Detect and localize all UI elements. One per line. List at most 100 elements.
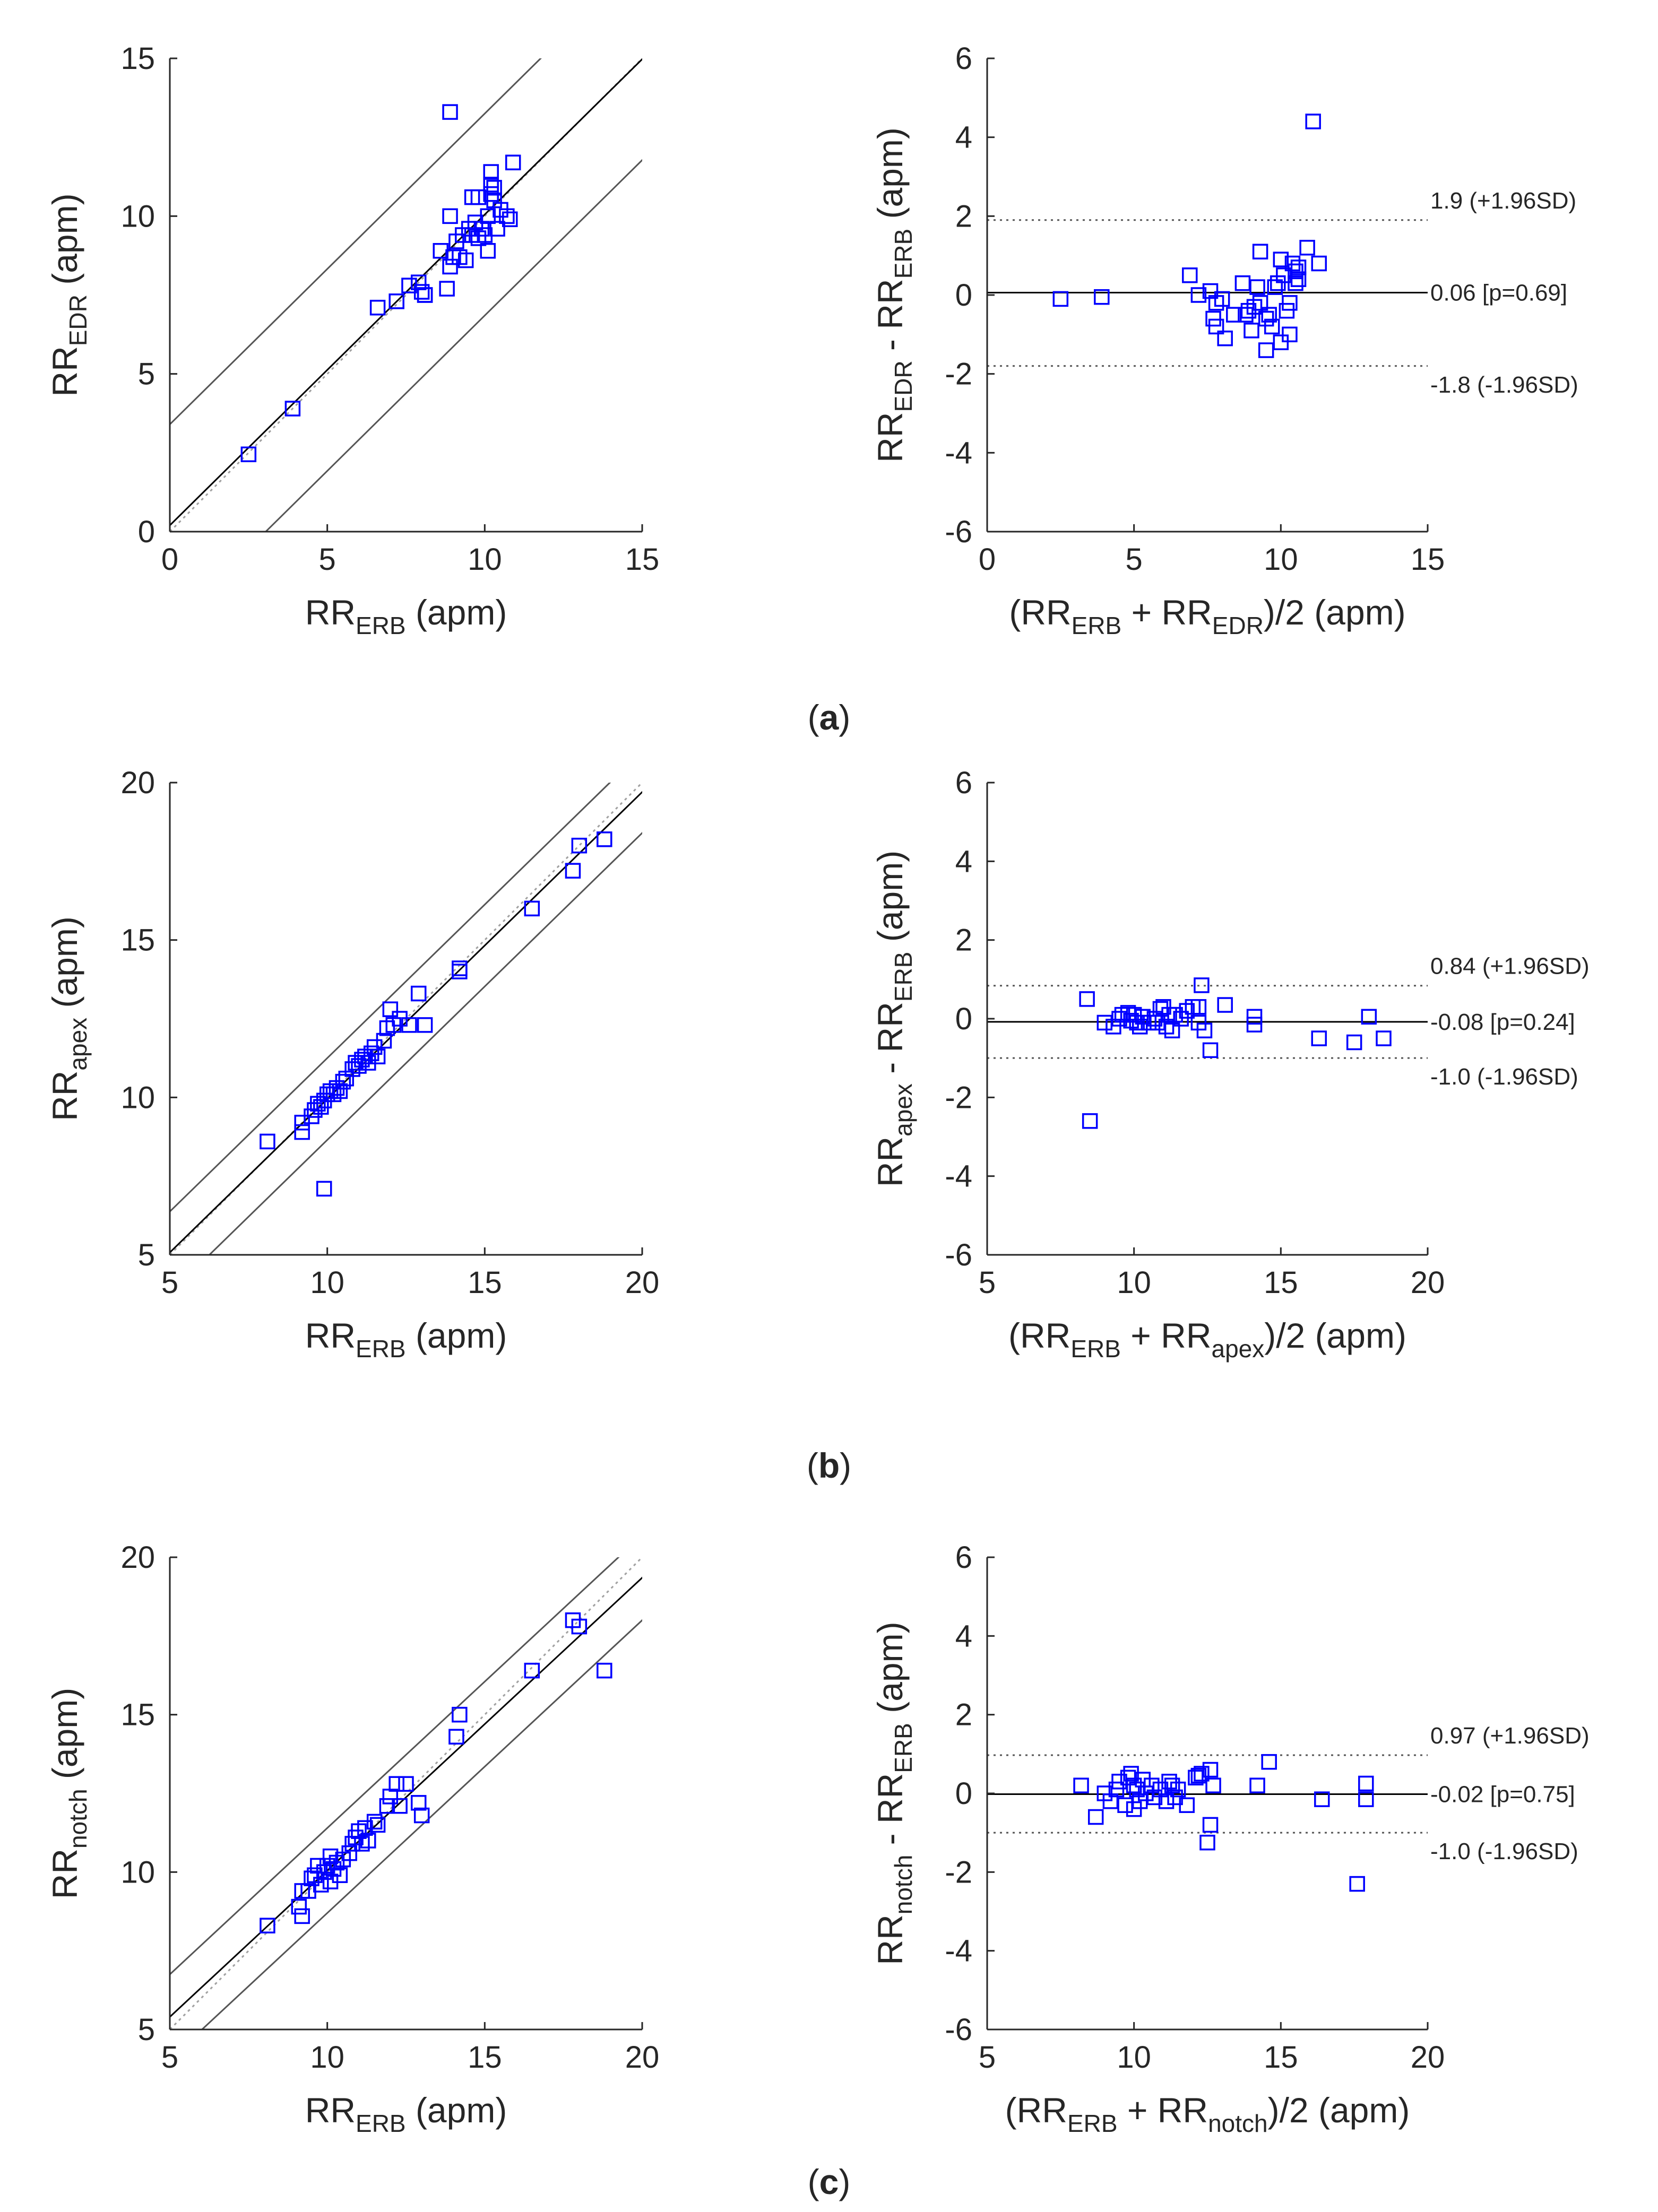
lower-loa-label: -1.0 (-1.96SD) <box>1430 1838 1578 1864</box>
panel-a-left-data-point <box>483 164 499 180</box>
y-label-subscript-1: notch <box>890 1855 917 1915</box>
y-label-middle: - RR <box>870 1773 910 1855</box>
panel-c-right-x-tick-label: 20 <box>1411 2040 1445 2075</box>
panel-c-right-y-tick-label: 0 <box>955 1776 972 1811</box>
panel-a-left-data-point <box>284 401 301 417</box>
upper-loa-label: 0.97 (+1.96SD) <box>1430 1723 1590 1749</box>
x-label-base: RR <box>305 1316 356 1355</box>
panel-a-left-data-point <box>457 252 474 268</box>
panel-b-right-data-point <box>1106 1019 1121 1035</box>
panel-c-left-x-tick-label: 10 <box>310 2040 344 2075</box>
panel-c-left-data-point <box>379 1798 395 1814</box>
y-label-subscript: notch <box>64 1789 92 1849</box>
caption-open-paren: ( <box>808 2162 819 2201</box>
panel-c-right-y-tick-label: -2 <box>945 1855 972 1889</box>
panel-c-right-data-point <box>1188 1769 1204 1786</box>
y-label-base: RR <box>870 1137 910 1187</box>
panel-c-left-data-point <box>410 1795 427 1811</box>
y-label-suffix: (apm) <box>45 1688 84 1789</box>
x-label-prefix: (RR <box>1005 2090 1067 2130</box>
panel-c-left-y-label: RRnotch (apm) <box>45 1688 92 1899</box>
panel-b-right-data-point <box>1194 977 1210 993</box>
x-label-suffix: )/2 (apm) <box>1264 593 1406 632</box>
identity-line <box>170 58 642 532</box>
panel-c-bland-altman-plot: 5 10 15 20 -6 -4 -2 0 2 4 6 0.97 (+1.96SD) -0.02 [p=… <box>870 1540 1590 2137</box>
panel-a-left-x-label: RRERB (apm) <box>305 593 507 639</box>
panel-c-left-data-point <box>392 1798 408 1814</box>
panel-c-right-data-point <box>1108 1781 1125 1798</box>
panel-a-right-data-point <box>1267 279 1283 295</box>
x-label-subscript-1: ERB <box>1070 1335 1121 1363</box>
panel-b-right-data-point <box>1246 1017 1263 1033</box>
panel-c-right-data-point <box>1158 1793 1175 1809</box>
panel-a-left-x-tick-label: 0 <box>161 542 178 577</box>
x-label-subscript-1: ERB <box>1072 612 1122 639</box>
x-label-subscript: ERB <box>356 2110 406 2137</box>
x-label-middle: + RR <box>1121 1316 1212 1355</box>
panel-a-right-x-tick-label: 10 <box>1264 542 1298 577</box>
panel-a-right-x-tick-label: 5 <box>1126 542 1143 577</box>
panel-a-right-data-point <box>1252 295 1268 311</box>
panel-b-right-data-point <box>1190 1014 1207 1031</box>
panel-b-right-y-tick-label: -4 <box>945 1159 972 1194</box>
panel-b-right-data-point <box>1376 1030 1392 1046</box>
panel-a-left-data-point <box>417 287 433 303</box>
x-label-base: RR <box>305 2090 356 2130</box>
y-label-suffix: (apm) <box>870 1621 910 1723</box>
panel-a-right-data-point <box>1246 299 1263 315</box>
panel-a-left-y-tick-label: 0 <box>138 515 155 549</box>
panel-b-right-data-point <box>1361 1009 1377 1025</box>
panel-c-caption: (c) <box>808 2162 851 2201</box>
panel-c-right-data-point <box>1179 1797 1195 1813</box>
x-label-subscript: ERB <box>356 612 406 639</box>
panel-a-right-data-point <box>1284 255 1301 272</box>
panel-c-left-y-tick-label: 15 <box>120 1698 155 1732</box>
panel-c-right-data-point <box>1249 1777 1265 1793</box>
panel-a-reference-lines <box>170 58 642 532</box>
panel-a-right-data-point <box>1214 291 1230 307</box>
panel-b-right-data-point <box>1167 1007 1183 1023</box>
y-label-middle: - RR <box>870 1002 910 1083</box>
y-label-subscript-2: ERB <box>890 952 917 1002</box>
panel-c-right-data-point <box>1126 1777 1142 1793</box>
panel-c-right-data-point <box>1205 1777 1221 1793</box>
panel-a-left-y-tick-label: 15 <box>120 41 155 76</box>
panel-a-right-y-tick-label: 0 <box>955 278 972 313</box>
panel-c-right-y-tick-label: 2 <box>955 1698 972 1732</box>
panel-b-right-x-tick-label: 20 <box>1411 1265 1445 1300</box>
panel-c-right-x-tick-label: 15 <box>1264 2040 1298 2075</box>
caption-close-paren: ) <box>840 1446 851 1485</box>
panel-c-left-data-point <box>571 1618 588 1635</box>
panel-a-left-data-point <box>499 208 515 224</box>
panel-c-left-x-tick-label: 15 <box>468 2040 502 2075</box>
panel-b-left-x-label: RRERB (apm) <box>305 1316 507 1363</box>
panel-c-right-data-point <box>1194 1766 1210 1782</box>
identity-line <box>170 783 642 1255</box>
panel-b-left-data-point <box>382 1001 399 1017</box>
x-label-subscript-1: ERB <box>1067 2110 1118 2137</box>
panel-a-right-data-point <box>1282 295 1298 311</box>
upper-loa-label: 0.84 (+1.96SD) <box>1430 953 1590 979</box>
panel-a-right-data-point <box>1202 283 1219 299</box>
panel-a-right-data-point <box>1279 302 1295 319</box>
panel-c-left-data-point <box>366 1814 383 1830</box>
panel-c-left-data-point <box>597 1662 612 1679</box>
panel-a-left-data-point <box>489 221 505 237</box>
panel-a-left-data-point <box>470 189 487 205</box>
panel-c-right-y-tick-label: 4 <box>955 1619 972 1653</box>
panel-b-right-y-tick-label: -2 <box>945 1080 972 1115</box>
panel-b-right-data-point <box>1179 1003 1195 1019</box>
panel-b-right-data-point <box>1141 1014 1157 1031</box>
y-label-subscript-1: EDR <box>890 360 917 412</box>
panel-a-left-y-label: RREDR (apm) <box>45 193 92 396</box>
panel-a-right-data-point <box>1273 334 1289 350</box>
panel-c-right-data-point <box>1144 1777 1160 1793</box>
panel-b-right-data-point <box>1158 1019 1175 1035</box>
panel-c-right-data-point <box>1202 1762 1219 1778</box>
panel-c-right-data-point <box>1314 1791 1330 1807</box>
panel-c-right-data-point <box>1087 1809 1104 1825</box>
x-label-middle: + RR <box>1118 2090 1208 2130</box>
regression-line <box>170 58 642 527</box>
